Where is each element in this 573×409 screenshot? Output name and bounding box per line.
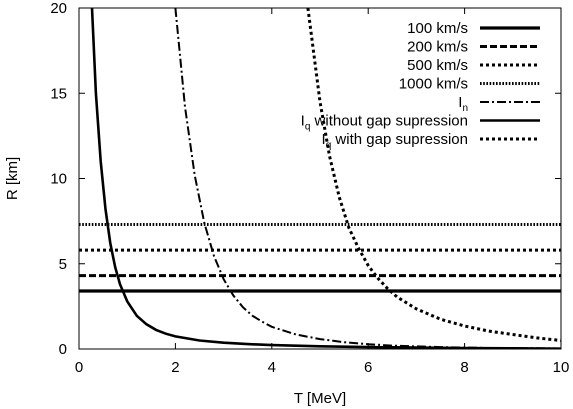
y-tick-label-1: 5 bbox=[59, 256, 67, 273]
y-axis-label: R [km] bbox=[4, 157, 21, 200]
series-line-4 bbox=[174, 8, 561, 349]
plot-frame bbox=[78, 7, 562, 350]
y-tick-label-2: 10 bbox=[50, 171, 67, 188]
series-line-5 bbox=[90, 8, 561, 349]
x-tick-label-5: 10 bbox=[553, 359, 570, 376]
legend-label-5: Iq without gap supression bbox=[301, 113, 468, 133]
y-tick-label-4: 20 bbox=[50, 0, 67, 17]
x-tick-label-4: 8 bbox=[460, 359, 468, 376]
x-tick-label-2: 4 bbox=[268, 359, 276, 376]
legend-label-0: 100 km/s bbox=[407, 20, 468, 37]
legend-label-2: 500 km/s bbox=[407, 57, 468, 74]
legend-label-3: 1000 km/s bbox=[399, 76, 468, 93]
x-tick-label-0: 0 bbox=[75, 359, 83, 376]
legend-label-4: In bbox=[458, 94, 468, 114]
x-tick-label-3: 6 bbox=[364, 359, 372, 376]
series-line-6 bbox=[306, 8, 561, 342]
y-tick-label-0: 0 bbox=[59, 341, 67, 358]
x-axis-label: T [MeV] bbox=[294, 390, 346, 407]
legend-label-1: 200 km/s bbox=[407, 39, 468, 56]
y-tick-label-3: 15 bbox=[50, 85, 67, 102]
series-group bbox=[79, 8, 561, 349]
legend-label-6: Iq with gap supression bbox=[322, 131, 468, 151]
x-tick-label-1: 2 bbox=[171, 359, 179, 376]
